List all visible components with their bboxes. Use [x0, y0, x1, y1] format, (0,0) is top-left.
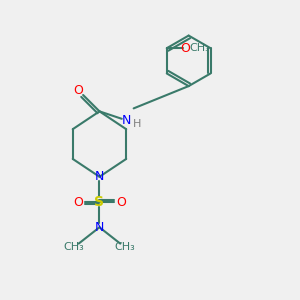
Text: CH₃: CH₃	[189, 43, 210, 53]
Text: N: N	[95, 170, 104, 183]
Text: N: N	[95, 221, 104, 234]
Text: O: O	[116, 196, 126, 208]
Text: H: H	[133, 119, 141, 129]
Text: CH₃: CH₃	[64, 242, 85, 252]
Text: O: O	[181, 42, 190, 55]
Text: O: O	[73, 196, 83, 208]
Text: CH₃: CH₃	[114, 242, 135, 252]
Text: O: O	[74, 84, 84, 97]
Text: S: S	[94, 195, 104, 209]
Text: N: N	[122, 114, 131, 127]
